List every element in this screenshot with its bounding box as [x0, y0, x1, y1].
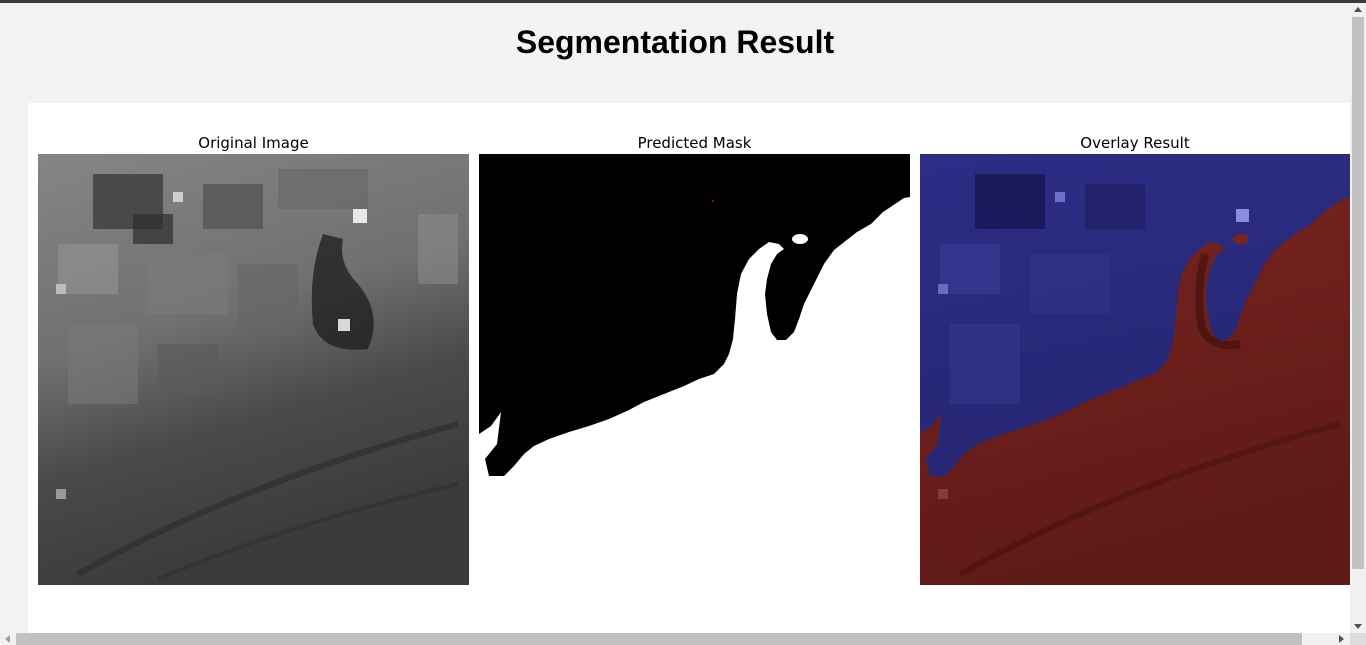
overlay-result-title: Overlay Result	[1080, 134, 1190, 152]
predicted-mask	[479, 154, 910, 585]
page-title: Segmentation Result	[515, 24, 835, 60]
scrollbar-corner	[1350, 633, 1366, 645]
scroll-down-arrow-icon[interactable]	[1354, 624, 1362, 629]
overlay-result-panel: Overlay Result	[920, 134, 1350, 585]
vertical-scrollbar-thumb[interactable]	[1352, 17, 1364, 569]
window-top-border	[0, 0, 1366, 3]
vertical-scrollbar[interactable]	[1350, 3, 1366, 633]
horizontal-scrollbar[interactable]	[0, 633, 1350, 645]
predicted-mask-panel: Predicted Mask	[479, 134, 910, 585]
overlay-result	[920, 154, 1350, 585]
original-image	[38, 154, 469, 585]
result-figure: Original Image	[28, 103, 1350, 633]
original-image-panel: Original Image	[38, 134, 469, 585]
scroll-up-arrow-icon[interactable]	[1354, 7, 1362, 12]
horizontal-scrollbar-thumb[interactable]	[16, 633, 1302, 645]
scroll-right-arrow-icon[interactable]	[1339, 635, 1344, 643]
original-image-title: Original Image	[198, 134, 309, 152]
predicted-mask-title: Predicted Mask	[637, 134, 752, 152]
scroll-left-arrow-icon[interactable]	[5, 635, 10, 643]
